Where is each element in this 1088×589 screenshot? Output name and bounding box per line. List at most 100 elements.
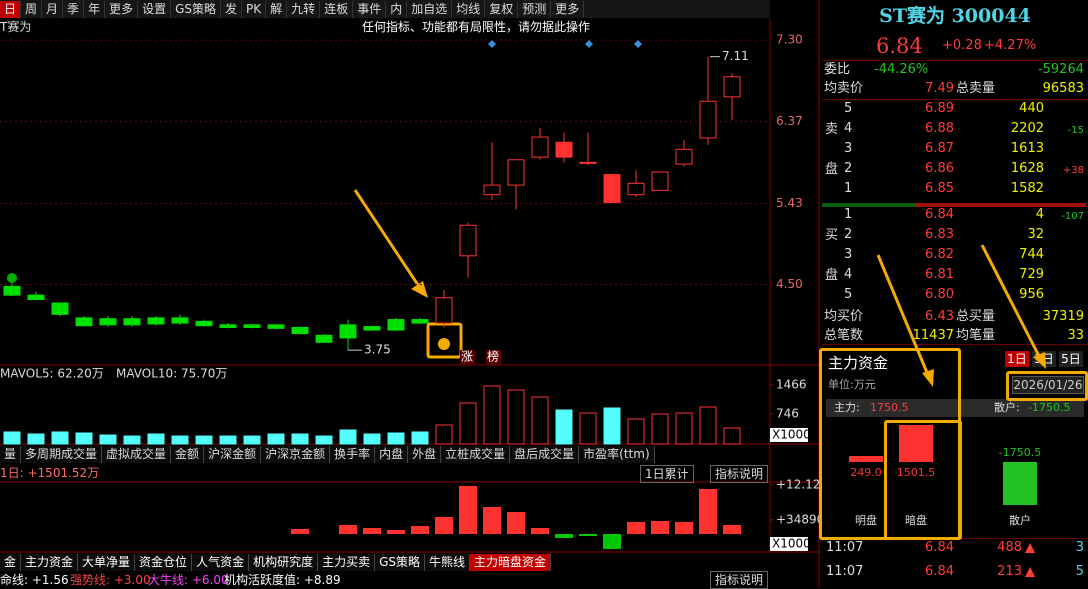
toolbar-item[interactable]: 事件	[353, 0, 387, 18]
indicator-tab[interactable]: 主力买卖	[318, 553, 376, 571]
toolbar-item[interactable]: GS策略	[171, 0, 222, 18]
fund-bar-name: 明盘	[855, 514, 877, 527]
indicator-tab[interactable]: GS策略	[375, 553, 426, 571]
indicator-bar	[627, 522, 645, 534]
toolbar-item[interactable]: 九转	[287, 0, 321, 18]
indicator-bar	[291, 529, 309, 534]
toolbar-item[interactable]: 复权	[485, 0, 519, 18]
toolbar-item[interactable]: PK	[242, 0, 267, 18]
fund-tab[interactable]: 5日	[1059, 351, 1083, 367]
count: 11437	[912, 328, 954, 343]
volume-tab[interactable]: 立桩成交量	[441, 445, 511, 463]
indicator-tab[interactable]: 机构研究度	[249, 553, 319, 571]
indicator-tab[interactable]: 金	[0, 553, 22, 571]
candle-body	[3, 285, 21, 296]
indicator-dropdown[interactable]: 1日累计	[640, 465, 694, 483]
volume-bar	[483, 385, 501, 445]
separator	[822, 99, 1088, 100]
book-price: 6.81	[925, 267, 954, 282]
volume-tab[interactable]: 内盘	[375, 445, 409, 463]
toolbar-item[interactable]: 解	[266, 0, 288, 18]
volume-bar	[99, 434, 117, 445]
total-sell-label: 总卖量	[956, 81, 996, 96]
fund-main: 1750.5	[870, 401, 909, 414]
volume-tab[interactable]: 金额	[171, 445, 205, 463]
volume-tab[interactable]: 外盘	[408, 445, 442, 463]
ratio-bar	[822, 203, 916, 207]
fund-bar-name: 暗盘	[905, 514, 927, 527]
volume-bar	[123, 435, 141, 445]
volume-bar	[243, 435, 261, 445]
indicator-tab[interactable]: 大单净量	[78, 553, 136, 571]
toolbar-item[interactable]: 更多	[105, 0, 139, 18]
indicator-help[interactable]: 指标说明	[710, 465, 769, 483]
toolbar-item[interactable]: 季	[63, 0, 85, 18]
toolbar-item[interactable]: 内	[386, 0, 408, 18]
indicator-tab[interactable]: 牛熊线	[425, 553, 471, 571]
toolbar-item[interactable]: 加自选	[407, 0, 453, 18]
fund-summary-bg	[826, 399, 1084, 417]
indicator-tab[interactable]: 人气资金	[192, 553, 250, 571]
y-tick-label: 1466	[776, 377, 807, 391]
volume-tab[interactable]: 盘后成交量	[510, 445, 580, 463]
volume-bar	[507, 389, 525, 445]
trade-arrow	[1025, 543, 1035, 553]
trade-volume: 213	[997, 564, 1022, 579]
toolbar-item[interactable]: 连板	[320, 0, 354, 18]
volume-ma5: MAVOL5: 62.20万	[0, 367, 104, 381]
book-price: 6.83	[925, 227, 954, 242]
toolbar-item[interactable]: 周	[21, 0, 43, 18]
indicator-tab[interactable]: 主力暗盘资金	[470, 553, 552, 571]
volume-tab[interactable]: 虚拟成交量	[102, 445, 172, 463]
toolbar-item[interactable]: 月	[42, 0, 64, 18]
toolbar-item[interactable]: 更多	[551, 0, 585, 18]
volume-tab[interactable]: 量	[0, 445, 22, 463]
volume-tab[interactable]: 多周期成交量	[21, 445, 103, 463]
indicator-tab[interactable]: 主力资金	[21, 553, 79, 571]
toolbar-item[interactable]: 发	[221, 0, 243, 18]
fund-tab[interactable]: 1日	[1005, 351, 1029, 367]
fund-date[interactable]: 2026/01/26	[1012, 376, 1084, 394]
toolbar-item[interactable]: 年	[84, 0, 106, 18]
trade-count: 5	[1075, 564, 1084, 579]
avg-buy-label: 均买价	[824, 309, 864, 324]
book-price: 6.89	[925, 101, 954, 116]
volume-bar	[315, 435, 333, 445]
toolbar-item[interactable]: 设置	[138, 0, 172, 18]
book-level: 2	[844, 227, 853, 242]
line-bull: 大牛线: +6.00	[148, 573, 229, 587]
toolbar-item[interactable]: 均线	[452, 0, 486, 18]
annotation-arrows	[876, 244, 1046, 387]
volume-bar	[75, 432, 93, 445]
book-level: 1	[844, 207, 853, 222]
book-volume: 1613	[1010, 141, 1044, 156]
volume-bar	[147, 433, 165, 445]
candle-body	[267, 324, 285, 329]
toolbar-item[interactable]: 预测	[518, 0, 552, 18]
lines-help[interactable]: 指标说明	[710, 571, 769, 589]
book-level: 3	[844, 141, 853, 156]
book-volume: 2202	[1010, 121, 1044, 136]
indicator-tab[interactable]: 资金仓位	[135, 553, 193, 571]
candle-body	[363, 326, 381, 331]
book-price: 6.84	[925, 207, 954, 222]
marker	[488, 40, 496, 48]
volume-tab[interactable]: 沪深金额	[204, 445, 262, 463]
fund-title: 主力资金	[828, 354, 889, 372]
fund-unit: 单位:万元	[828, 378, 876, 391]
toolbar-item[interactable]: 日	[0, 0, 22, 18]
candle-body	[99, 318, 117, 326]
avg-sell-label: 均卖价	[824, 81, 864, 96]
volume-bar	[555, 409, 573, 445]
book-price: 6.88	[925, 121, 954, 136]
candle-body	[483, 184, 501, 196]
volume-tab[interactable]: 沪深京金额	[261, 445, 331, 463]
indicator-bar	[675, 522, 693, 534]
tag: 榜	[487, 349, 499, 364]
candle-body	[27, 294, 45, 300]
volume-tab[interactable]: 换手率	[330, 445, 376, 463]
volume-bar	[651, 413, 669, 445]
y-tick-label: 5.43	[776, 196, 803, 210]
indicator-bar	[651, 521, 669, 534]
volume-tab[interactable]: 市盈率(ttm)	[579, 445, 655, 463]
